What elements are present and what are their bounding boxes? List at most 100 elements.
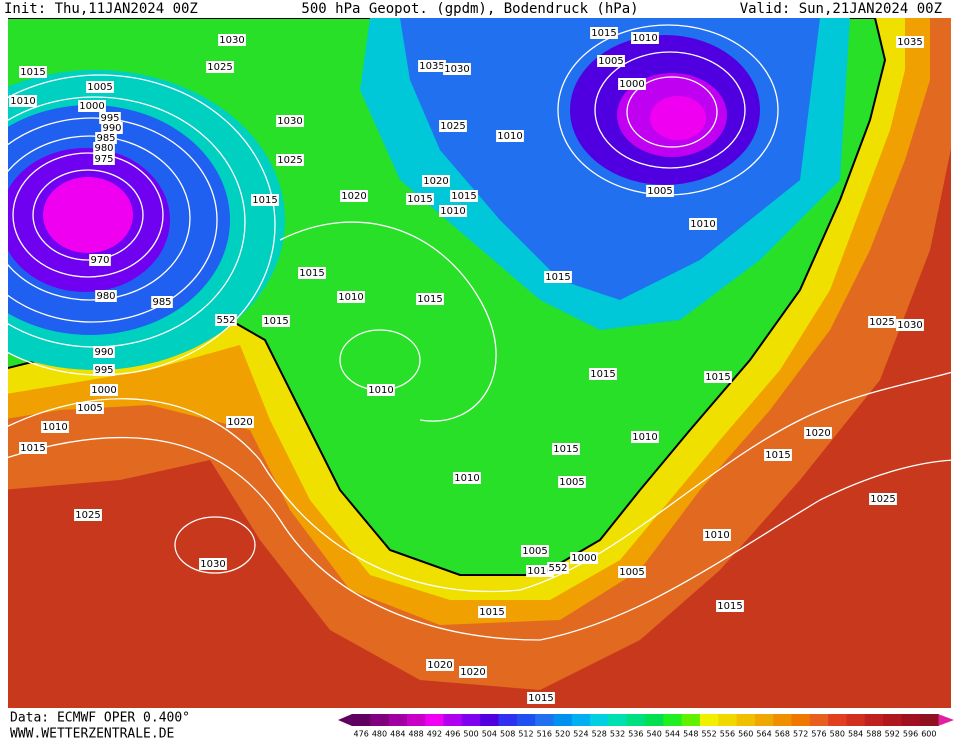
isobar-label: 1015 bbox=[705, 372, 730, 383]
isobar-label-box bbox=[93, 364, 115, 376]
colorbar-swatch bbox=[901, 714, 921, 726]
isobar-label-box bbox=[406, 193, 434, 205]
isobar-label: 1020 bbox=[341, 191, 366, 202]
isobar-label-box bbox=[590, 27, 618, 39]
isobar-label-box bbox=[869, 493, 897, 505]
isobar-label: 1020 bbox=[805, 428, 830, 439]
isobar-label: 1005 bbox=[647, 186, 672, 197]
isobar-label: 1015 bbox=[407, 194, 432, 205]
colorbar-swatch bbox=[919, 714, 939, 726]
colorbar-tick-label: 508 bbox=[500, 730, 515, 739]
isobar-label: 1005 bbox=[619, 567, 644, 578]
colorbar-swatch bbox=[461, 714, 481, 726]
colorbar-swatch bbox=[626, 714, 646, 726]
colorbar-tick-label: 476 bbox=[354, 730, 369, 739]
isobar-label-box bbox=[340, 190, 368, 202]
colorbar-tick-label: 504 bbox=[482, 730, 497, 739]
isobar-label-box bbox=[95, 290, 117, 302]
isobar-label-box bbox=[453, 472, 481, 484]
isobar-label: 1020 bbox=[427, 660, 452, 671]
isobar-label-box bbox=[99, 112, 121, 124]
isobar-label-box bbox=[86, 81, 114, 93]
isobar-label: 1010 bbox=[632, 33, 657, 44]
isobar-label: 1005 bbox=[559, 477, 584, 488]
colorbar-swatch bbox=[480, 714, 499, 726]
colorbar-tick-label: 580 bbox=[830, 730, 845, 739]
colorbar-swatch bbox=[754, 714, 774, 726]
colorbar-swatch bbox=[663, 714, 683, 726]
colorbar-tick-label: 484 bbox=[390, 730, 405, 739]
colorbar-tick-label: 528 bbox=[592, 730, 607, 739]
colorbar-swatch bbox=[516, 714, 536, 726]
isobar-label-box bbox=[426, 659, 454, 671]
isobar-label: 1015 bbox=[252, 195, 277, 206]
isobar-label-box bbox=[547, 562, 569, 574]
field-magenta bbox=[650, 96, 706, 140]
isobar-label: 1000 bbox=[91, 385, 116, 396]
isobar-label-box bbox=[704, 371, 732, 383]
field-magenta-left bbox=[43, 177, 133, 253]
isobar-label-box bbox=[868, 316, 896, 328]
isobar-label-box bbox=[544, 271, 572, 283]
colorbar-tick-label: 600 bbox=[921, 730, 936, 739]
colorbar-swatch bbox=[791, 714, 811, 726]
isobar-label: 1030 bbox=[897, 320, 922, 331]
colorbar-tick-label: 488 bbox=[408, 730, 423, 739]
isobar-label: 1010 bbox=[440, 206, 465, 217]
isobar-label: 1025 bbox=[870, 494, 895, 505]
isobar-label: 1015 bbox=[451, 191, 476, 202]
isobar-label-box bbox=[262, 315, 290, 327]
isobar-label: 1015 bbox=[765, 450, 790, 461]
website: WWW.WETTERZENTRALE.DE bbox=[10, 727, 174, 741]
colorbar-tick-label: 540 bbox=[647, 730, 662, 739]
colorbar-swatch bbox=[773, 714, 792, 726]
isobar-label-box bbox=[618, 78, 646, 90]
colorbar-tick-label: 520 bbox=[555, 730, 570, 739]
colorbar-swatch bbox=[718, 714, 738, 726]
isobar-label: 1030 bbox=[444, 64, 469, 75]
isobar-label-box bbox=[206, 61, 234, 73]
isobar-label: 1015 bbox=[545, 272, 570, 283]
isobar-label: 995 bbox=[100, 113, 119, 124]
isobar-label-box bbox=[416, 293, 444, 305]
isobar-label-box bbox=[764, 449, 792, 461]
isobar-label-box bbox=[558, 476, 586, 488]
isobar-label: 1010 bbox=[454, 473, 479, 484]
isobar-label-box bbox=[716, 600, 744, 612]
isobar-label: 970 bbox=[90, 255, 109, 266]
isobar-label-box bbox=[418, 60, 446, 72]
isobar-label: 1010 bbox=[368, 385, 393, 396]
colorbar-tick-label: 568 bbox=[775, 730, 790, 739]
isobar-label-box bbox=[93, 346, 115, 358]
isobar-label-box bbox=[589, 368, 617, 380]
isobar-label: 552 bbox=[216, 315, 235, 326]
colorbar-tick-label: 500 bbox=[463, 730, 478, 739]
isobars bbox=[8, 24, 951, 641]
isobar-label-box bbox=[276, 115, 304, 127]
isobar-label-box bbox=[95, 132, 117, 144]
isobar-label-box bbox=[298, 267, 326, 279]
isobar-label: 990 bbox=[94, 347, 113, 358]
isobar-label-box bbox=[337, 291, 365, 303]
colorbar-swatch bbox=[498, 714, 518, 726]
isobar-label-box bbox=[218, 34, 246, 46]
colorbar-swatch bbox=[608, 714, 628, 726]
isobar-label: 990 bbox=[102, 123, 121, 134]
isobar-label-box bbox=[215, 314, 237, 326]
isobar-label: 1015 bbox=[553, 444, 578, 455]
data-source: Data: ECMWF OPER 0.400° bbox=[10, 711, 190, 726]
isobar-label-box bbox=[443, 63, 471, 75]
isobar-label-box bbox=[439, 205, 467, 217]
colorbar-swatch bbox=[681, 714, 701, 726]
colorbar-tick-label: 532 bbox=[610, 730, 625, 739]
colorbar-swatch bbox=[864, 714, 884, 726]
colorbar-tick-label: 576 bbox=[811, 730, 826, 739]
isobar-label-box bbox=[93, 153, 115, 165]
isobar-label-box bbox=[90, 384, 118, 396]
isobar-label: 1020 bbox=[423, 176, 448, 187]
isobar-label: 1025 bbox=[440, 121, 465, 132]
isobar-label-box bbox=[521, 545, 549, 557]
colorbar-tick-label: 552 bbox=[701, 730, 716, 739]
colorbar-tick-label: 556 bbox=[720, 730, 735, 739]
